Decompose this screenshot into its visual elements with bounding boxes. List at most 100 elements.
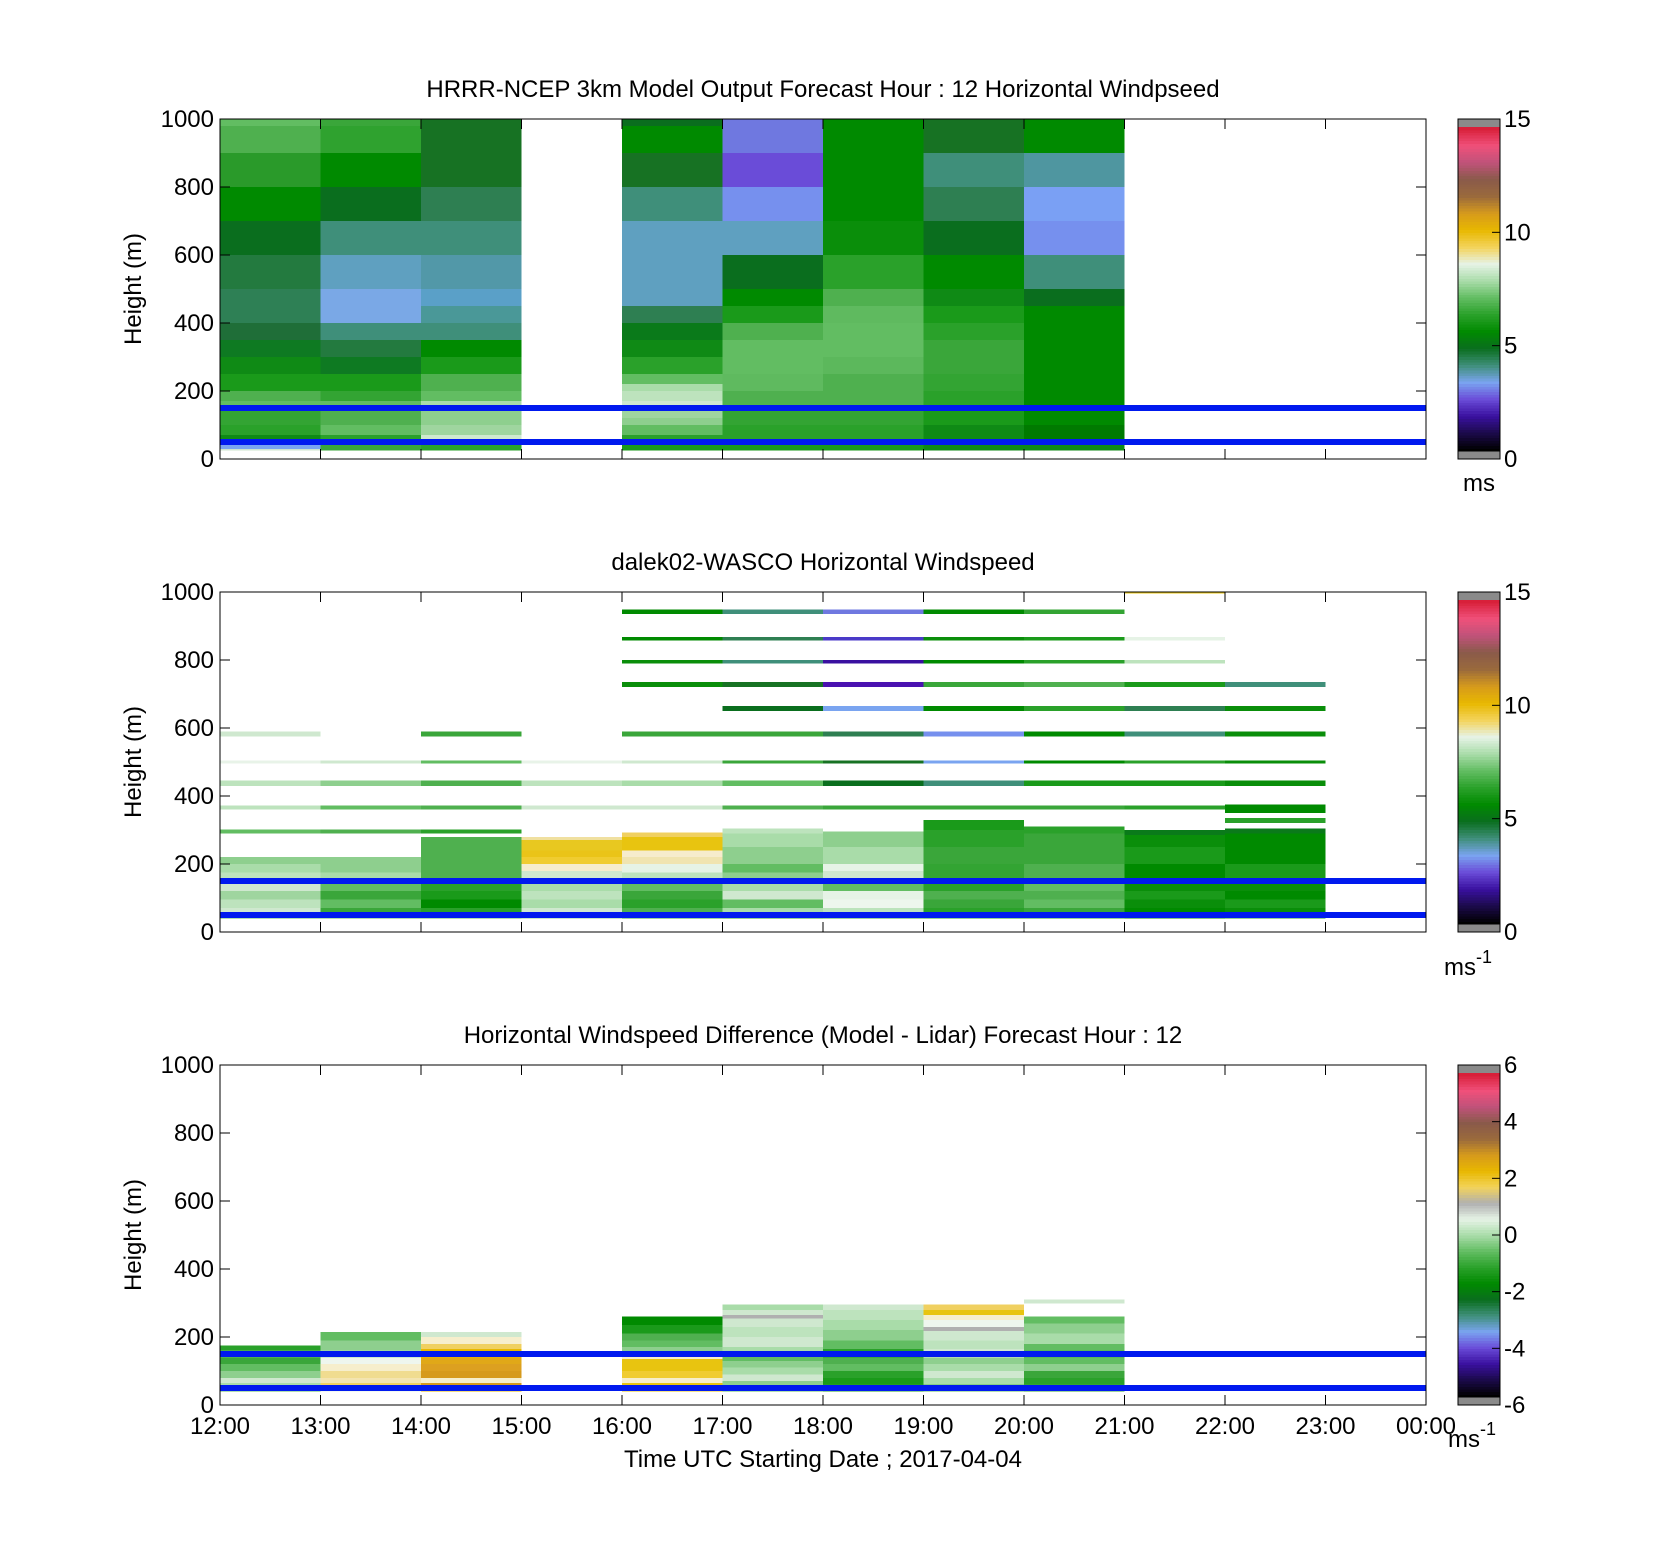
heatmap-cell xyxy=(722,255,823,289)
heatmap-cell xyxy=(722,1347,823,1354)
heatmap-cell xyxy=(923,682,1024,688)
panel-difference-colorbar-unit: ms-1 xyxy=(1448,1419,1496,1453)
heatmap-cell xyxy=(521,908,622,915)
colorbar-step xyxy=(1458,343,1500,347)
y-tick-label: 800 xyxy=(174,174,214,201)
colorbar-step xyxy=(1458,267,1500,271)
colorbar-step xyxy=(1458,732,1500,736)
colorbar-step xyxy=(1458,721,1500,725)
heatmap-cell xyxy=(320,780,421,786)
colorbar-step xyxy=(1458,1183,1500,1187)
x-tick-label: 20:00 xyxy=(994,1413,1054,1440)
colorbar-step xyxy=(1458,248,1500,252)
heatmap-cell xyxy=(320,435,421,442)
heatmap-cell xyxy=(722,705,823,711)
colorbar-step xyxy=(1458,1232,1500,1236)
heatmap-cell xyxy=(622,442,723,451)
colorbar-step xyxy=(1458,1102,1500,1106)
heatmap-cell xyxy=(622,760,723,764)
colorbar-step xyxy=(1458,1364,1500,1368)
heatmap-cell xyxy=(823,682,924,688)
heatmap-cell xyxy=(1225,908,1326,915)
heatmap-cell xyxy=(923,780,1024,786)
heatmap-cell xyxy=(622,1359,723,1371)
colorbar-step xyxy=(1458,1329,1500,1333)
heatmap-cell xyxy=(923,357,1024,374)
heatmap-cell xyxy=(722,442,823,451)
heatmap-cell xyxy=(1024,891,1125,900)
colorbar-step xyxy=(1458,297,1500,301)
colorbar-step xyxy=(1458,448,1500,452)
heatmap-cell xyxy=(1225,899,1326,909)
colorbar-step xyxy=(1458,1280,1500,1285)
colorbar-step xyxy=(1458,1189,1500,1193)
colorbar-step xyxy=(1458,426,1500,430)
colorbar-step xyxy=(1458,691,1500,696)
heatmap-cell xyxy=(622,340,723,357)
colorbar-step xyxy=(1458,778,1500,782)
heatmap-cell xyxy=(823,323,924,340)
colorbar-step xyxy=(1458,786,1500,790)
colorbar-step xyxy=(1458,1113,1500,1117)
colorbar-step xyxy=(1458,834,1500,839)
colorbar-step xyxy=(1458,708,1500,712)
heatmap-cell xyxy=(923,805,1024,810)
colorbar-step xyxy=(1458,283,1500,287)
heatmap-cell xyxy=(1024,1316,1125,1324)
heatmap-cell xyxy=(923,1377,1024,1385)
colorbar-step xyxy=(1458,291,1500,295)
panel-difference-axes: 0 200 400 600 800 1000 xyxy=(161,1052,1427,1419)
heatmap-cell xyxy=(320,374,421,391)
colorbar-step xyxy=(1458,1310,1500,1314)
heatmap-cell xyxy=(823,1364,924,1371)
colorbar-step xyxy=(1458,1378,1500,1382)
heatmap-cell xyxy=(722,847,823,864)
heatmap-cell xyxy=(622,1340,723,1348)
colorbar-step xyxy=(1458,853,1500,858)
colorbar-step xyxy=(1458,415,1500,420)
heatmap-cell xyxy=(1024,153,1125,187)
heatmap-cell xyxy=(1024,731,1125,737)
heatmap-cell xyxy=(421,836,522,864)
colorbar-step xyxy=(1458,1213,1500,1217)
y-tick-label: 800 xyxy=(174,647,214,674)
heatmap-cell xyxy=(1024,805,1125,810)
colorbar-step xyxy=(1458,837,1500,841)
colorbar-step xyxy=(1458,1259,1500,1263)
colorbar-step xyxy=(1458,305,1500,309)
colorbar-step xyxy=(1458,799,1500,804)
colorbar-step xyxy=(1458,310,1500,314)
heatmap-cell xyxy=(923,1320,1024,1327)
colorbar-step xyxy=(1458,243,1500,247)
colorbar-step xyxy=(1458,667,1500,671)
heatmap-cell xyxy=(1124,864,1225,881)
heatmap-cell xyxy=(722,1309,823,1315)
panel-model-colorbar-unit: ms xyxy=(1463,470,1495,497)
colorbar-step xyxy=(1458,432,1500,436)
heatmap-cell xyxy=(320,187,421,221)
heatmap-cell xyxy=(1024,847,1125,864)
colorbar-step xyxy=(1458,864,1500,868)
colorbar-step xyxy=(1458,1075,1500,1079)
heatmap-cell xyxy=(521,857,622,864)
colorbar-step xyxy=(1458,1105,1500,1109)
heatmap-cell xyxy=(722,221,823,255)
colorbar-step xyxy=(1458,1291,1500,1295)
heatmap-cell xyxy=(421,1343,522,1349)
heatmap-cell xyxy=(923,119,1024,153)
colorbar-step xyxy=(1458,224,1500,228)
heatmap-cell xyxy=(521,805,622,810)
heatmap-cell xyxy=(320,408,421,425)
panel-difference-heatmap xyxy=(220,1299,1125,1392)
heatmap-cell xyxy=(1124,636,1225,641)
x-tick-label: 18:00 xyxy=(793,1413,853,1440)
heatmap-cell xyxy=(220,1371,321,1378)
colorbar-step xyxy=(1458,324,1500,328)
colorbar-step xyxy=(1458,383,1500,387)
colorbar-step xyxy=(1458,275,1500,279)
colorbar-step xyxy=(1458,386,1500,390)
colorbar-step xyxy=(1458,405,1500,409)
heatmap-cell xyxy=(1024,1323,1125,1334)
colorbar-step xyxy=(1458,735,1500,739)
